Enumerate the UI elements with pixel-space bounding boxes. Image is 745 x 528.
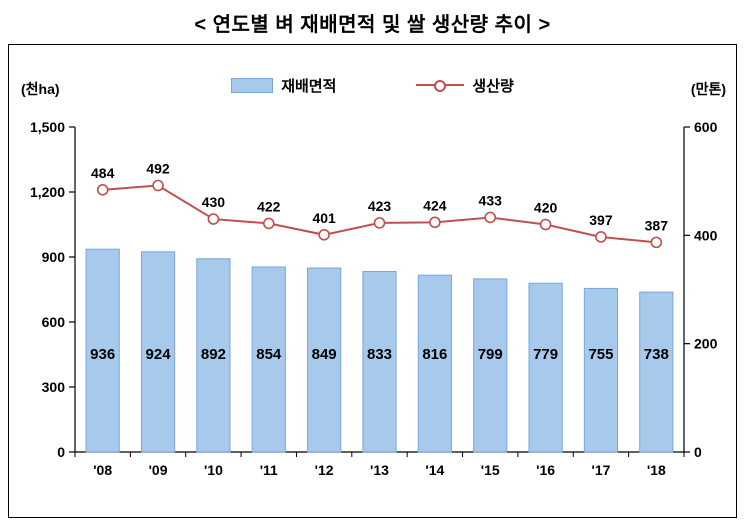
svg-text:799: 799 — [478, 346, 503, 363]
svg-text:1,200: 1,200 — [30, 184, 65, 200]
svg-text:900: 900 — [42, 249, 66, 265]
legend-label-area: 재배면적 — [281, 78, 337, 95]
svg-text:300: 300 — [42, 379, 66, 395]
svg-text:'10: '10 — [204, 462, 223, 478]
svg-text:'18: '18 — [647, 462, 666, 478]
svg-text:492: 492 — [146, 161, 170, 177]
svg-text:'08: '08 — [93, 462, 112, 478]
svg-text:400: 400 — [694, 227, 718, 243]
svg-text:397: 397 — [589, 212, 613, 228]
legend-item-area: 재배면적 — [231, 75, 336, 96]
legend-bar-swatch-icon — [231, 78, 274, 93]
legend-item-production: 생산량 — [416, 75, 514, 96]
page-title: < 연도별 벼 재배면적 및 쌀 생산량 추이 > — [194, 14, 551, 36]
svg-text:779: 779 — [533, 346, 558, 363]
svg-text:'09: '09 — [149, 462, 168, 478]
svg-text:387: 387 — [645, 217, 669, 233]
svg-text:'17: '17 — [592, 462, 611, 478]
svg-text:200: 200 — [694, 336, 718, 352]
svg-text:433: 433 — [479, 192, 503, 208]
svg-text:'12: '12 — [315, 462, 334, 478]
svg-text:'11: '11 — [260, 462, 278, 478]
chart-panel: 재배면적 생산량 (천ha) (만톤) 0 300 600 900 1,200 1,500… — [8, 44, 737, 518]
svg-text:849: 849 — [312, 346, 337, 363]
svg-text:892: 892 — [201, 346, 226, 363]
svg-text:401: 401 — [312, 210, 336, 226]
svg-text:'15: '15 — [481, 462, 500, 478]
legend-line-marker-icon — [416, 79, 465, 92]
svg-text:600: 600 — [694, 119, 718, 135]
right-axis-unit-label: (만톤) — [690, 81, 726, 97]
svg-text:924: 924 — [146, 346, 172, 363]
svg-text:600: 600 — [42, 314, 66, 330]
chart-svg: 0 300 600 900 1,200 1,500 0 200 400 600 936 924 892 8… — [30, 119, 718, 478]
svg-text:936: 936 — [90, 346, 115, 363]
legend-label-production: 생산량 — [472, 78, 514, 95]
svg-text:'16: '16 — [536, 462, 555, 478]
svg-text:854: 854 — [256, 346, 282, 363]
svg-text:1,500: 1,500 — [30, 119, 65, 135]
svg-text:'14: '14 — [425, 462, 444, 478]
svg-text:424: 424 — [423, 197, 447, 213]
svg-text:423: 423 — [368, 198, 392, 214]
svg-text:816: 816 — [422, 346, 447, 363]
svg-text:430: 430 — [202, 194, 226, 210]
chart-legend: 재배면적 생산량 — [9, 75, 736, 96]
svg-text:484: 484 — [91, 165, 115, 181]
svg-text:420: 420 — [534, 200, 558, 216]
legend-circle-marker-icon — [434, 79, 447, 92]
left-axis-unit-label: (천ha) — [21, 81, 60, 97]
svg-text:422: 422 — [257, 198, 281, 214]
svg-text:0: 0 — [694, 444, 702, 460]
svg-text:755: 755 — [588, 346, 613, 363]
svg-text:738: 738 — [644, 346, 669, 363]
svg-text:'13: '13 — [370, 462, 389, 478]
svg-text:833: 833 — [367, 346, 392, 363]
svg-text:0: 0 — [57, 444, 65, 460]
